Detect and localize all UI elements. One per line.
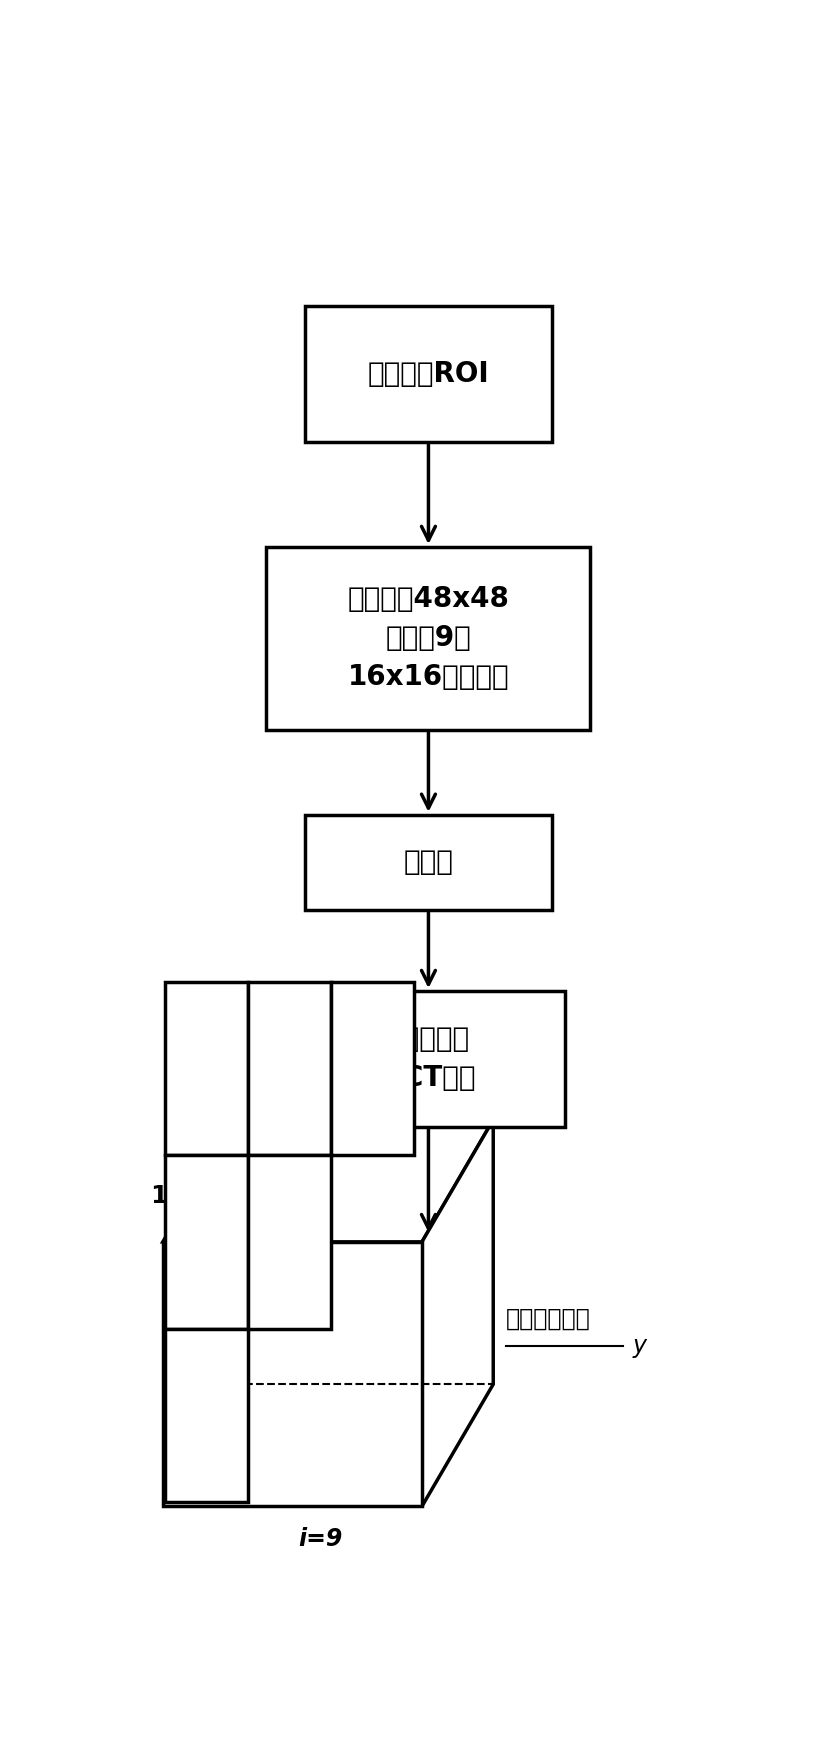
Polygon shape (163, 1120, 493, 1242)
Text: 0: 0 (198, 1057, 215, 1079)
Text: 1: 1 (281, 1057, 298, 1079)
Bar (330, 981, 414, 1155)
Text: 2: 2 (364, 1057, 380, 1079)
Text: 归一化到48x48
并分成9块
16x16的子图像: 归一化到48x48 并分成9块 16x16的子图像 (348, 585, 509, 692)
Bar (165, 1328, 247, 1502)
Text: 提取子图像
DCT系数: 提取子图像 DCT系数 (380, 1025, 477, 1092)
FancyBboxPatch shape (267, 548, 590, 731)
FancyBboxPatch shape (293, 991, 564, 1127)
Text: 16x16: 16x16 (150, 1183, 236, 1208)
Text: 2: 2 (198, 1404, 214, 1428)
Text: 子图像: 子图像 (404, 849, 453, 877)
Bar (247, 1155, 330, 1328)
Polygon shape (422, 1120, 493, 1506)
Text: y: y (633, 1333, 646, 1358)
FancyBboxPatch shape (305, 306, 552, 442)
Text: 1: 1 (198, 1229, 214, 1254)
Bar (165, 981, 247, 1155)
Text: 原始图像ROI: 原始图像ROI (368, 359, 489, 387)
FancyBboxPatch shape (305, 815, 552, 910)
Text: 构造特征矢量: 构造特征矢量 (506, 1307, 591, 1331)
Bar (165, 1155, 247, 1328)
Polygon shape (163, 1242, 422, 1506)
Bar (247, 981, 330, 1155)
Text: 2: 2 (281, 1229, 298, 1254)
Text: i=9: i=9 (298, 1527, 343, 1551)
